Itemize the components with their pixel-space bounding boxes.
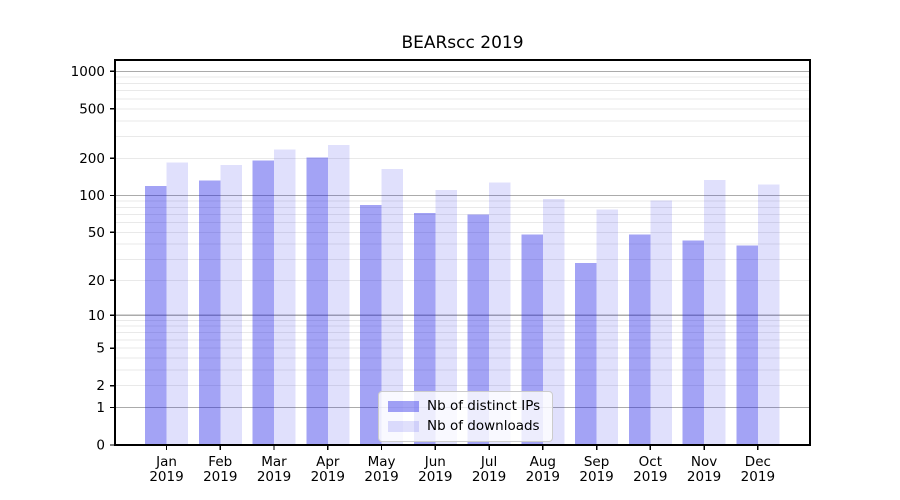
y-tick-label: 1000	[71, 64, 105, 80]
bar-downloads-jun	[435, 189, 457, 445]
x-tick-label-month: Apr	[316, 454, 340, 470]
minor-gridlines	[115, 76, 810, 387]
y-tick-label: 10	[88, 308, 105, 324]
bar-downloads-jul	[489, 182, 511, 446]
chart-title: BEARscc 2019	[401, 33, 524, 53]
y-tick-label: 2	[96, 378, 105, 394]
bar-downloads-may	[381, 168, 404, 445]
bars	[145, 144, 780, 446]
bar-distinct-ips-jun	[413, 213, 436, 445]
x-tick-label-year: 2019	[311, 469, 345, 485]
bar-downloads-dec	[757, 184, 780, 445]
x-tick-label-month: Dec	[745, 454, 771, 470]
x-tick-label-year: 2019	[364, 469, 398, 485]
y-tick-label: 50	[88, 225, 105, 241]
bar-downloads-jan	[166, 162, 188, 446]
legend-swatch-downloads	[388, 421, 419, 432]
x-tick-label-month: Mar	[261, 454, 287, 470]
y-tick-label: 5	[96, 341, 105, 357]
y-tick-labels: 0 1 2 5 10 20 50 100 200 500 1000	[71, 64, 105, 454]
y-tick-label: 0	[96, 438, 105, 454]
y-tick-label: 200	[79, 151, 105, 167]
x-tick-label-month: Nov	[691, 454, 717, 470]
bar-distinct-ips-mar	[252, 160, 275, 445]
x-tick-label-year: 2019	[579, 469, 613, 485]
x-tick-label-year: 2019	[257, 469, 291, 485]
bar-downloads-apr	[327, 144, 350, 446]
bar-distinct-ips-may	[360, 204, 382, 445]
bar-distinct-ips-oct	[628, 234, 651, 445]
x-tick-label-year: 2019	[418, 469, 452, 485]
x-tick-labels: Jan2019Feb2019Mar2019Apr2019May2019Jun20…	[149, 454, 775, 485]
x-tick-label-month: May	[368, 454, 396, 470]
y-tick-label: 500	[79, 101, 105, 117]
x-tick-label-month: Jul	[480, 454, 497, 470]
legend-item-downloads: Nb of downloads	[388, 419, 540, 434]
bar-distinct-ips-apr	[306, 157, 328, 445]
bar-distinct-ips-nov	[682, 240, 705, 445]
legend-swatch-distinct-ips	[388, 401, 419, 412]
x-tick-label-month: Jan	[155, 454, 177, 470]
x-tick-label-month: Jun	[424, 454, 446, 470]
y-tick-label: 1	[96, 400, 105, 416]
x-tick-label-year: 2019	[741, 469, 775, 485]
bar-downloads-feb	[220, 164, 242, 446]
legend-label-downloads: Nb of downloads	[427, 418, 540, 434]
x-tick-label-month: Aug	[530, 454, 556, 470]
tick-marks	[110, 70, 759, 450]
bar-downloads-sep	[596, 209, 619, 445]
x-tick-label-month: Oct	[639, 454, 662, 470]
x-tick-label-year: 2019	[203, 469, 237, 485]
x-tick-label-year: 2019	[526, 469, 560, 485]
bar-downloads-aug	[542, 198, 565, 445]
legend-label-distinct-ips: Nb of distinct IPs	[427, 398, 541, 414]
x-tick-label-month: Feb	[208, 454, 232, 470]
bar-downloads-oct	[650, 200, 672, 445]
bar-downloads-mar	[274, 149, 296, 446]
x-tick-label-year: 2019	[472, 469, 506, 485]
bar-downloads-nov	[704, 179, 726, 446]
bar-distinct-ips-dec	[736, 245, 758, 445]
x-tick-label-year: 2019	[633, 469, 667, 485]
bar-distinct-ips-feb	[198, 180, 221, 445]
bar-distinct-ips-sep	[575, 262, 597, 445]
y-tick-label: 100	[79, 188, 105, 204]
x-tick-label-month: Sep	[584, 454, 609, 470]
bar-distinct-ips-jul	[467, 214, 490, 445]
y-tick-label: 20	[88, 273, 105, 289]
legend: Nb of distinct IPs Nb of downloads	[378, 391, 554, 442]
legend-item-distinct-ips: Nb of distinct IPs	[388, 399, 540, 414]
x-tick-label-year: 2019	[687, 469, 721, 485]
plot-border	[114, 59, 811, 446]
bar-distinct-ips-jan	[145, 186, 167, 445]
x-tick-label-year: 2019	[149, 469, 183, 485]
